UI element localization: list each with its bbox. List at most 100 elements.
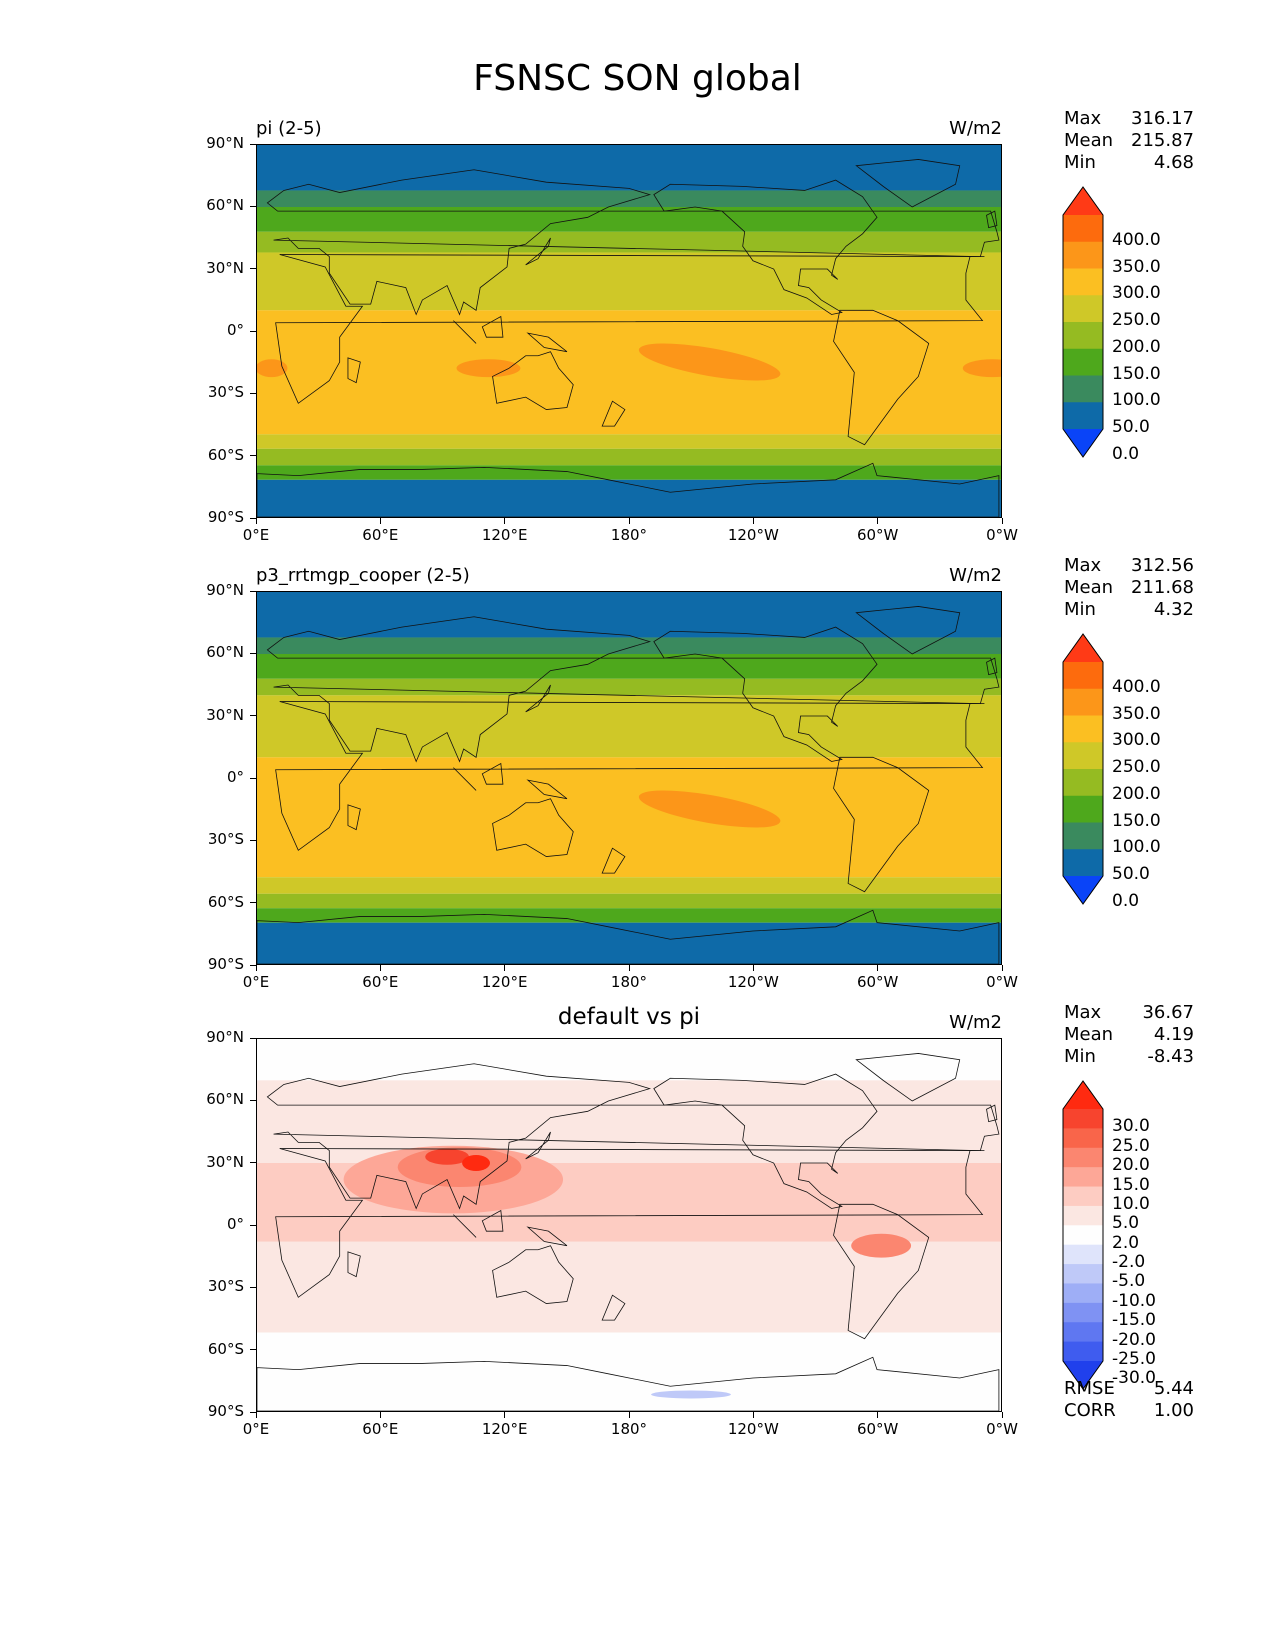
lon-tick-label: 0°W [986, 973, 1018, 991]
lon-tick-label: 60°W [856, 973, 899, 991]
colorbar-segment [1063, 241, 1103, 269]
anomaly-area [651, 1390, 731, 1399]
stat-min-label: Min [1064, 599, 1096, 620]
lon-tick-mark [1001, 518, 1003, 524]
coastline [266, 169, 1000, 316]
lon-tick-label: 180° [610, 1420, 648, 1438]
coastline [855, 606, 961, 655]
lon-tick-mark [752, 965, 754, 971]
coastline [526, 1226, 568, 1247]
lat-tick-label: 30°N [206, 705, 244, 724]
lat-tick-label: 60°S [207, 1339, 244, 1358]
colorbar-tick-label: 5.0 [1112, 1213, 1140, 1234]
rmse-label: RMSE [1064, 1378, 1115, 1399]
lat-tick-label: 60°N [206, 196, 244, 215]
colorbar-tick-label: 50.0 [1112, 864, 1150, 884]
colorbar-segment [1063, 1225, 1103, 1246]
panel-units: W/m2 [949, 565, 1002, 586]
zonal-band [257, 908, 1001, 923]
colorbar-tick-label: 25.0 [1112, 1135, 1150, 1156]
subtropical-maximum [257, 359, 288, 378]
colorbar-tick-label: 15.0 [1112, 1174, 1150, 1195]
colorbar-outline [1062, 1080, 1104, 1390]
colorbar-tick-label: 250.0 [1112, 310, 1161, 330]
coastline [481, 315, 504, 338]
stat-mean-label: Mean [1064, 577, 1114, 598]
lon-tick-mark [752, 1412, 754, 1418]
coastline [257, 462, 1000, 517]
colorbar-segment [1063, 822, 1103, 850]
coastline [275, 1148, 985, 1298]
skill-box: RMSE 5.44 CORR 1.00 [1064, 1378, 1194, 1422]
panel-title: default vs pi [557, 1004, 701, 1030]
lat-tick-label: 30°S [207, 383, 244, 402]
stat-max-value: 36.67 [1142, 1002, 1194, 1023]
colorbar-segment [1063, 1205, 1103, 1226]
lat-tick-label: 90°N [206, 581, 244, 599]
zonal-band [257, 654, 1001, 679]
colorbar-tick-label: -5.0 [1112, 1271, 1146, 1292]
coastline [347, 357, 361, 384]
zonal-band [257, 231, 1001, 253]
coastline [601, 1294, 626, 1321]
lon-tick-mark [379, 965, 381, 971]
lat-tick-mark [250, 1099, 256, 1101]
colorbar [1062, 633, 1108, 905]
lat-tick-label: 60°S [207, 445, 244, 464]
lat-tick-mark [250, 964, 256, 966]
coastline [653, 179, 878, 315]
colorbar-outline [1062, 633, 1104, 905]
colorbar-tick-label: 0.0 [1112, 890, 1140, 911]
lon-tick-mark [1001, 965, 1003, 971]
lat-tick-mark [250, 143, 256, 145]
coastline [653, 1073, 878, 1209]
lon-tick-label: 120°E [481, 1420, 528, 1438]
lon-tick-label: 120°W [727, 1420, 779, 1438]
coastline [492, 1245, 574, 1304]
coastline [986, 1104, 998, 1123]
map-plot [256, 144, 1002, 518]
lat-tick-label: 30°N [206, 1152, 244, 1171]
lat-tick-mark [250, 902, 256, 904]
colorbar-tick-label: 250.0 [1112, 757, 1161, 777]
zonal-band [257, 145, 1001, 191]
coastline [266, 616, 1000, 763]
lat-tick-mark [250, 590, 256, 592]
colorbar-tick-label: -20.0 [1112, 1329, 1156, 1350]
anomaly-area [462, 1155, 491, 1171]
colorbar-tick-label: 20.0 [1112, 1155, 1150, 1176]
lon-tick-label: 0°W [986, 526, 1018, 544]
map-svg [257, 592, 1001, 964]
colorbar-tick-label: 200.0 [1112, 783, 1161, 804]
lat-tick-mark [250, 455, 256, 457]
stats-box: Max 36.67 Mean 4.19 Min -8.43 [1064, 1002, 1194, 1068]
stat-max-label: Max [1064, 555, 1102, 576]
colorbar-segment [1063, 348, 1103, 376]
lat-tick-label: 0° [226, 768, 244, 786]
colorbar-segment [1063, 1167, 1103, 1188]
coastline [833, 1203, 930, 1340]
stat-min-value: 4.32 [1153, 599, 1194, 620]
colorbar-segment [1063, 688, 1103, 716]
lon-tick-mark [628, 518, 630, 524]
subtropical-maximum [638, 790, 781, 828]
stat-mean-label: Mean [1064, 1024, 1114, 1045]
stat-max-value: 312.56 [1131, 555, 1194, 576]
zonal-band [257, 922, 1001, 964]
panel-title: p3_rrtmgp_cooper (2-5) [256, 565, 470, 586]
colorbar-svg [1062, 633, 1104, 905]
panel-units: W/m2 [949, 118, 1002, 139]
rmse-value: 5.44 [1153, 1378, 1194, 1399]
lon-tick-label: 60°E [362, 1420, 399, 1438]
lat-tick-mark [250, 517, 256, 519]
colorbar-segment [1063, 1283, 1103, 1304]
coastline [492, 351, 574, 410]
lon-tick-label: 0°E [242, 1420, 270, 1438]
colorbar-tick-label: 10.0 [1112, 1193, 1150, 1214]
colorbar-tick-label: -30.0 [1112, 1368, 1156, 1389]
subtropical-maximum [962, 359, 1001, 378]
zonal-band [257, 190, 1001, 207]
lon-tick-label: 180° [610, 526, 648, 544]
lat-tick-label: 60°N [206, 643, 244, 662]
stat-min-label: Min [1064, 152, 1096, 173]
